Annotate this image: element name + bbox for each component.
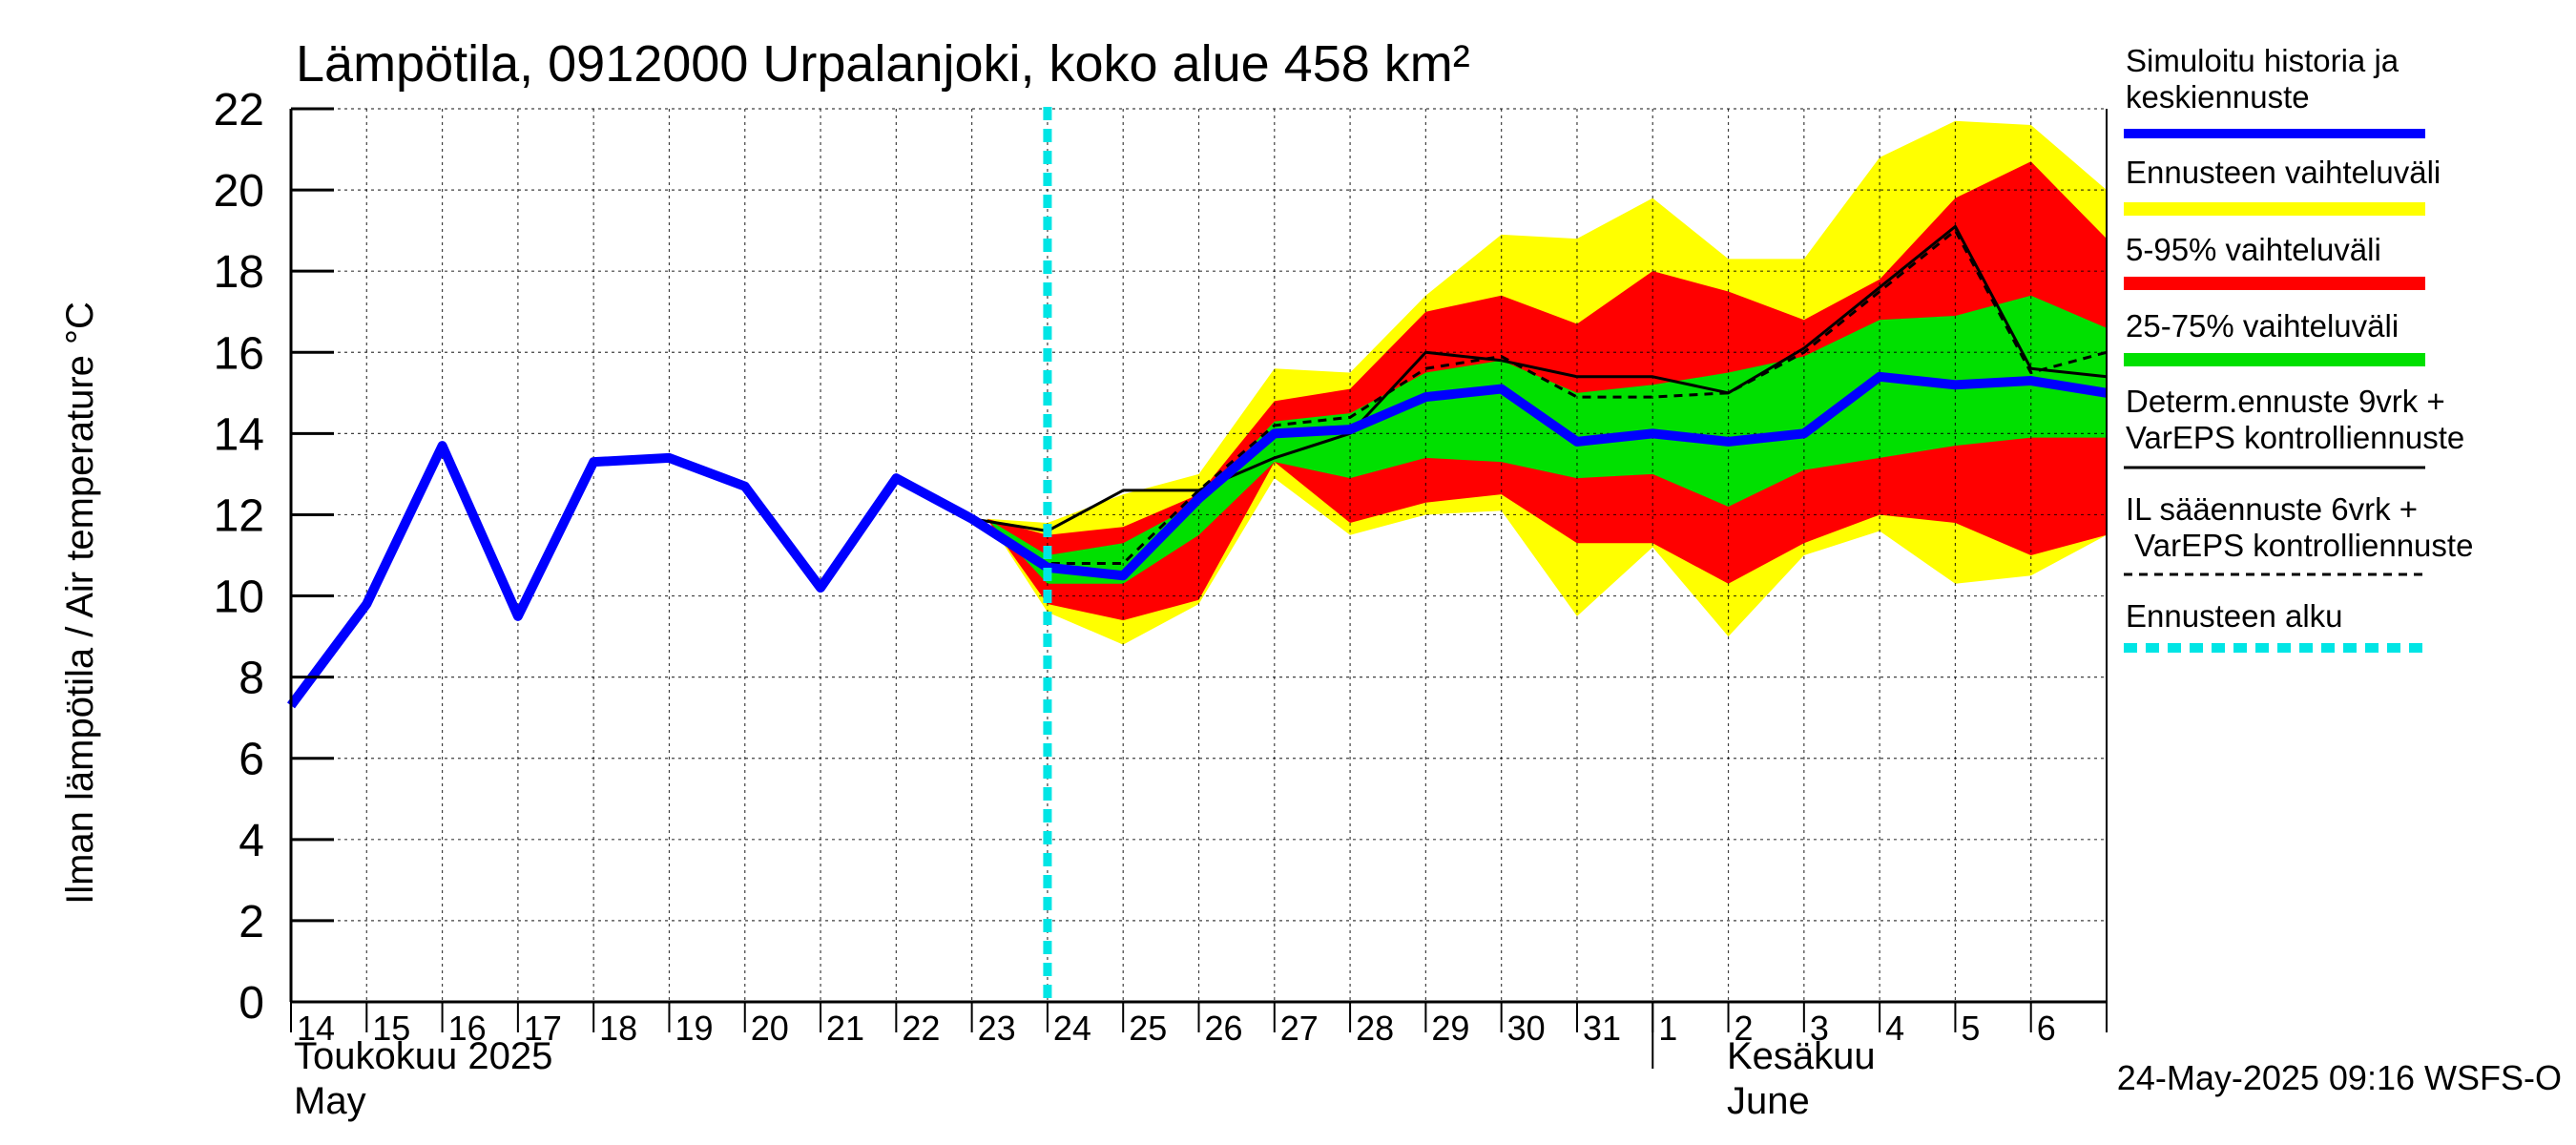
legend-label: Ennusteen vaihteluväli bbox=[2126, 155, 2441, 190]
x-tick-label: 26 bbox=[1205, 1009, 1243, 1048]
x-tick-label: 1 bbox=[1658, 1009, 1677, 1048]
x-tick-label: 17 bbox=[524, 1009, 562, 1048]
x-tick-label: 29 bbox=[1431, 1009, 1469, 1048]
x-tick-label: 14 bbox=[297, 1009, 335, 1048]
legend-label-line: Simuloitu historia ja bbox=[2126, 43, 2399, 78]
deterministic-forecast-line bbox=[895, 224, 2108, 532]
x-tick-label: 6 bbox=[2037, 1009, 2056, 1048]
legend-label: IL sääennuste 6vrk + VarEPS kontrollienn… bbox=[2126, 491, 2473, 563]
y-axis-label-group: Ilman lämpötila / Air temperature °C bbox=[59, 302, 101, 905]
y-tick-label: 20 bbox=[214, 166, 264, 217]
y-tick-label: 12 bbox=[214, 490, 264, 541]
x-tick-label: 5 bbox=[1961, 1009, 1980, 1048]
x-tick-label: 22 bbox=[902, 1009, 940, 1048]
legend-label-line: keskiennuste bbox=[2126, 79, 2310, 114]
x-tick-label: 15 bbox=[372, 1009, 410, 1048]
x-tick-label: 19 bbox=[675, 1009, 713, 1048]
month-label-june-fi: Kesäkuu bbox=[1727, 1035, 1876, 1077]
legend-label: 5-95% vaihteluväli bbox=[2126, 232, 2381, 267]
y-tick-label: 0 bbox=[239, 978, 264, 1029]
legend-label-line: VarEPS kontrolliennuste bbox=[2126, 420, 2464, 455]
y-tick-label: 18 bbox=[214, 247, 264, 298]
x-tick-label: 16 bbox=[448, 1009, 487, 1048]
x-tick-label: 31 bbox=[1583, 1009, 1621, 1048]
legend-label-line: Ennusteen vaihteluväli bbox=[2126, 155, 2441, 190]
il-forecast-line bbox=[970, 229, 2108, 566]
x-tick-label: 27 bbox=[1280, 1009, 1319, 1048]
month-label-june-en: June bbox=[1727, 1080, 1810, 1122]
history-mean-line bbox=[286, 371, 2108, 709]
series-lines bbox=[286, 107, 2108, 1002]
legend-label-line: 5-95% vaihteluväli bbox=[2126, 232, 2381, 267]
month-label-may-fi: Toukokuu 2025 bbox=[294, 1035, 552, 1077]
y-tick-label: 4 bbox=[239, 816, 264, 866]
timestamp: 24-May-2025 09:16 WSFS-O bbox=[2117, 1058, 2562, 1097]
legend-label: Ennusteen alku bbox=[2126, 598, 2343, 634]
chart-title: Lämpötila, 0912000 Urpalanjoki, koko alu… bbox=[296, 35, 1470, 93]
x-tick-label: 28 bbox=[1356, 1009, 1394, 1048]
x-tick-label: 2 bbox=[1735, 1009, 1754, 1048]
y-tick-label: 14 bbox=[214, 409, 264, 460]
month-label-may-en: May bbox=[294, 1080, 366, 1122]
x-tick-label: 25 bbox=[1129, 1009, 1167, 1048]
x-tick-label: 23 bbox=[978, 1009, 1016, 1048]
y-tick-label: 8 bbox=[239, 654, 264, 704]
legend-label-line: VarEPS kontrolliennuste bbox=[2126, 528, 2473, 563]
x-tick-label: 30 bbox=[1507, 1009, 1546, 1048]
x-tick-label: 24 bbox=[1053, 1009, 1091, 1048]
legend-label: Simuloitu historia ja keskiennuste bbox=[2126, 43, 2399, 114]
forecast-bands bbox=[987, 120, 2107, 645]
legend-label-line: IL sääennuste 6vrk + bbox=[2126, 491, 2418, 527]
x-tick-label: 21 bbox=[826, 1009, 864, 1048]
legend-label: Determ.ennuste 9vrk + VarEPS kontrollienn… bbox=[2126, 384, 2464, 455]
x-tick-label: 3 bbox=[1810, 1009, 1829, 1048]
x-tick-label: 20 bbox=[751, 1009, 789, 1048]
x-tick-label: 18 bbox=[599, 1009, 637, 1048]
y-tick-label: 2 bbox=[239, 897, 264, 947]
y-axis-label: Ilman lämpötila / Air temperature °C bbox=[59, 302, 101, 905]
legend: Simuloitu historia ja keskiennuste Ennuste… bbox=[2124, 43, 2473, 653]
legend-label-line: Determ.ennuste 9vrk + bbox=[2126, 384, 2445, 419]
x-tick-label: 4 bbox=[1885, 1009, 1904, 1048]
y-tick-label: 10 bbox=[214, 572, 264, 623]
legend-label-line: 25-75% vaihteluväli bbox=[2126, 308, 2399, 344]
y-tick-label: 16 bbox=[214, 328, 264, 379]
y-tick-label: 6 bbox=[239, 735, 264, 785]
legend-label-line: Ennusteen alku bbox=[2126, 598, 2343, 634]
legend-label: 25-75% vaihteluväli bbox=[2126, 308, 2399, 344]
grid-lines bbox=[291, 108, 2107, 1002]
y-tick-label: 22 bbox=[214, 85, 264, 135]
band-25-75 bbox=[987, 295, 2107, 584]
